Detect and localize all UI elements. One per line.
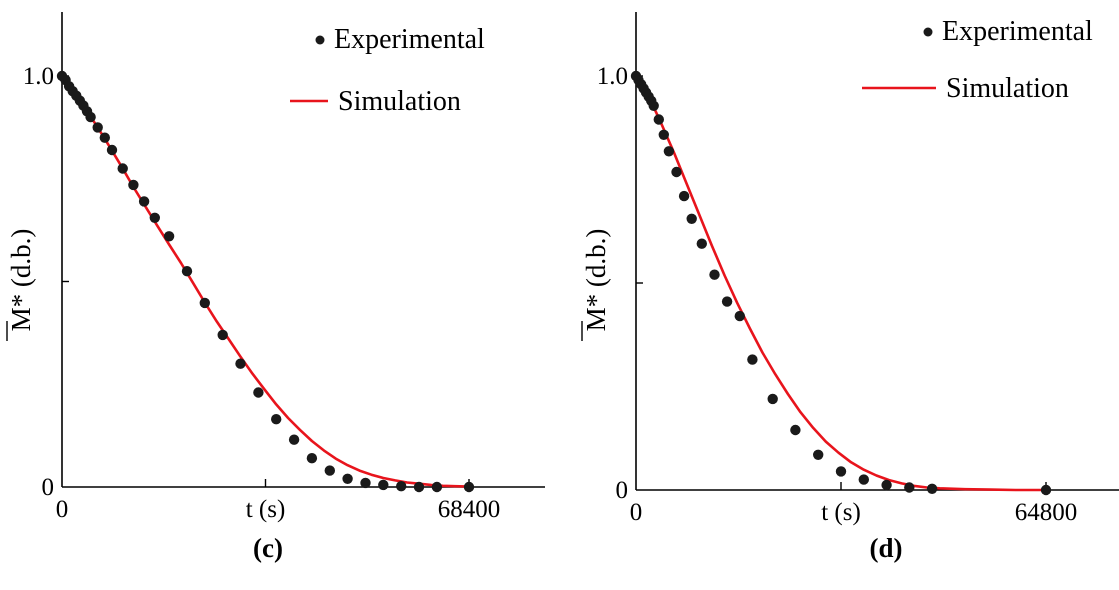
legend-marker-experimental	[923, 27, 933, 37]
panel-caption: (c)	[253, 533, 283, 563]
experimental-point	[747, 354, 758, 365]
y-tick-label: 0	[42, 474, 55, 501]
experimental-point	[324, 465, 335, 476]
experimental-point	[413, 481, 425, 493]
panel-d: 0 t (s) 64800 0 1.0 M* (d.b.) Experimental Simu…	[581, 12, 1119, 563]
experimental-point	[306, 453, 318, 464]
experimental-point	[734, 310, 745, 322]
experimental-point	[686, 213, 697, 224]
panel-c: 0 t (s) 68400 0 1.0 M* (d.b.) Experimental Simu…	[6, 12, 545, 563]
experimental-point	[463, 481, 475, 493]
experimental-point	[360, 477, 371, 489]
y-tick-label: 0	[616, 477, 629, 504]
x-axis-label: t (s)	[246, 496, 286, 523]
experimental-point	[271, 414, 282, 425]
experimental-point	[181, 266, 193, 277]
x-tick-label: 68400	[438, 496, 501, 523]
experimental-point	[1040, 484, 1052, 496]
experimental-point	[235, 358, 246, 369]
experimental-point	[904, 482, 915, 493]
experimental-point	[696, 238, 707, 249]
experimental-point	[858, 474, 869, 485]
experimental-point	[149, 212, 160, 223]
legend-label-experimental: Experimental	[334, 24, 485, 55]
x-tick-label: 0	[630, 499, 643, 526]
legend-label-simulation: Simulation	[338, 86, 461, 117]
experimental-point	[431, 481, 443, 493]
experimental-point	[128, 179, 139, 191]
y-axis-label: M* (d.b.)	[581, 229, 611, 332]
legend-marker-experimental	[315, 35, 325, 45]
simulation-line	[60, 75, 470, 488]
x-tick-label: 0	[56, 496, 69, 523]
simulation-line	[634, 75, 1046, 492]
experimental-point	[117, 163, 128, 174]
legend-label-simulation: Simulation	[946, 73, 1069, 104]
experimental-point	[926, 483, 938, 494]
experimental-point	[663, 146, 675, 157]
experimental-point	[288, 434, 300, 445]
y-tick-label: 1.0	[597, 63, 628, 90]
experimental-point	[648, 100, 659, 112]
experimental-point	[790, 424, 801, 436]
experimental-point	[678, 190, 690, 202]
experimental-point	[721, 296, 733, 307]
experimental-point	[85, 111, 96, 123]
experimental-point	[378, 479, 389, 491]
experimental-point	[767, 393, 778, 405]
experimental-point	[106, 144, 118, 156]
experimental-point	[342, 473, 353, 484]
x-axis-label: t (s)	[821, 499, 861, 526]
experimental-point	[709, 269, 720, 280]
experimental-point	[92, 122, 103, 133]
experimental-point	[813, 449, 824, 460]
y-axis-label: M* (d.b.)	[6, 229, 36, 332]
experimental-point	[835, 466, 847, 477]
experimental-point	[138, 196, 150, 207]
experimental-point	[881, 479, 892, 491]
experimental-point	[658, 129, 669, 140]
experimental-point	[653, 114, 664, 125]
y-tick-label: 1.0	[23, 63, 54, 90]
experimental-point	[199, 297, 210, 309]
experimental-point	[671, 166, 682, 178]
experimental-point	[396, 481, 407, 492]
experimental-point	[99, 132, 111, 143]
experimental-point	[217, 329, 228, 341]
experimental-point	[253, 387, 264, 398]
experimental-point	[163, 231, 175, 242]
legend-label-experimental: Experimental	[942, 16, 1093, 47]
x-tick-label: 64800	[1015, 499, 1078, 526]
panel-caption: (d)	[870, 533, 903, 563]
